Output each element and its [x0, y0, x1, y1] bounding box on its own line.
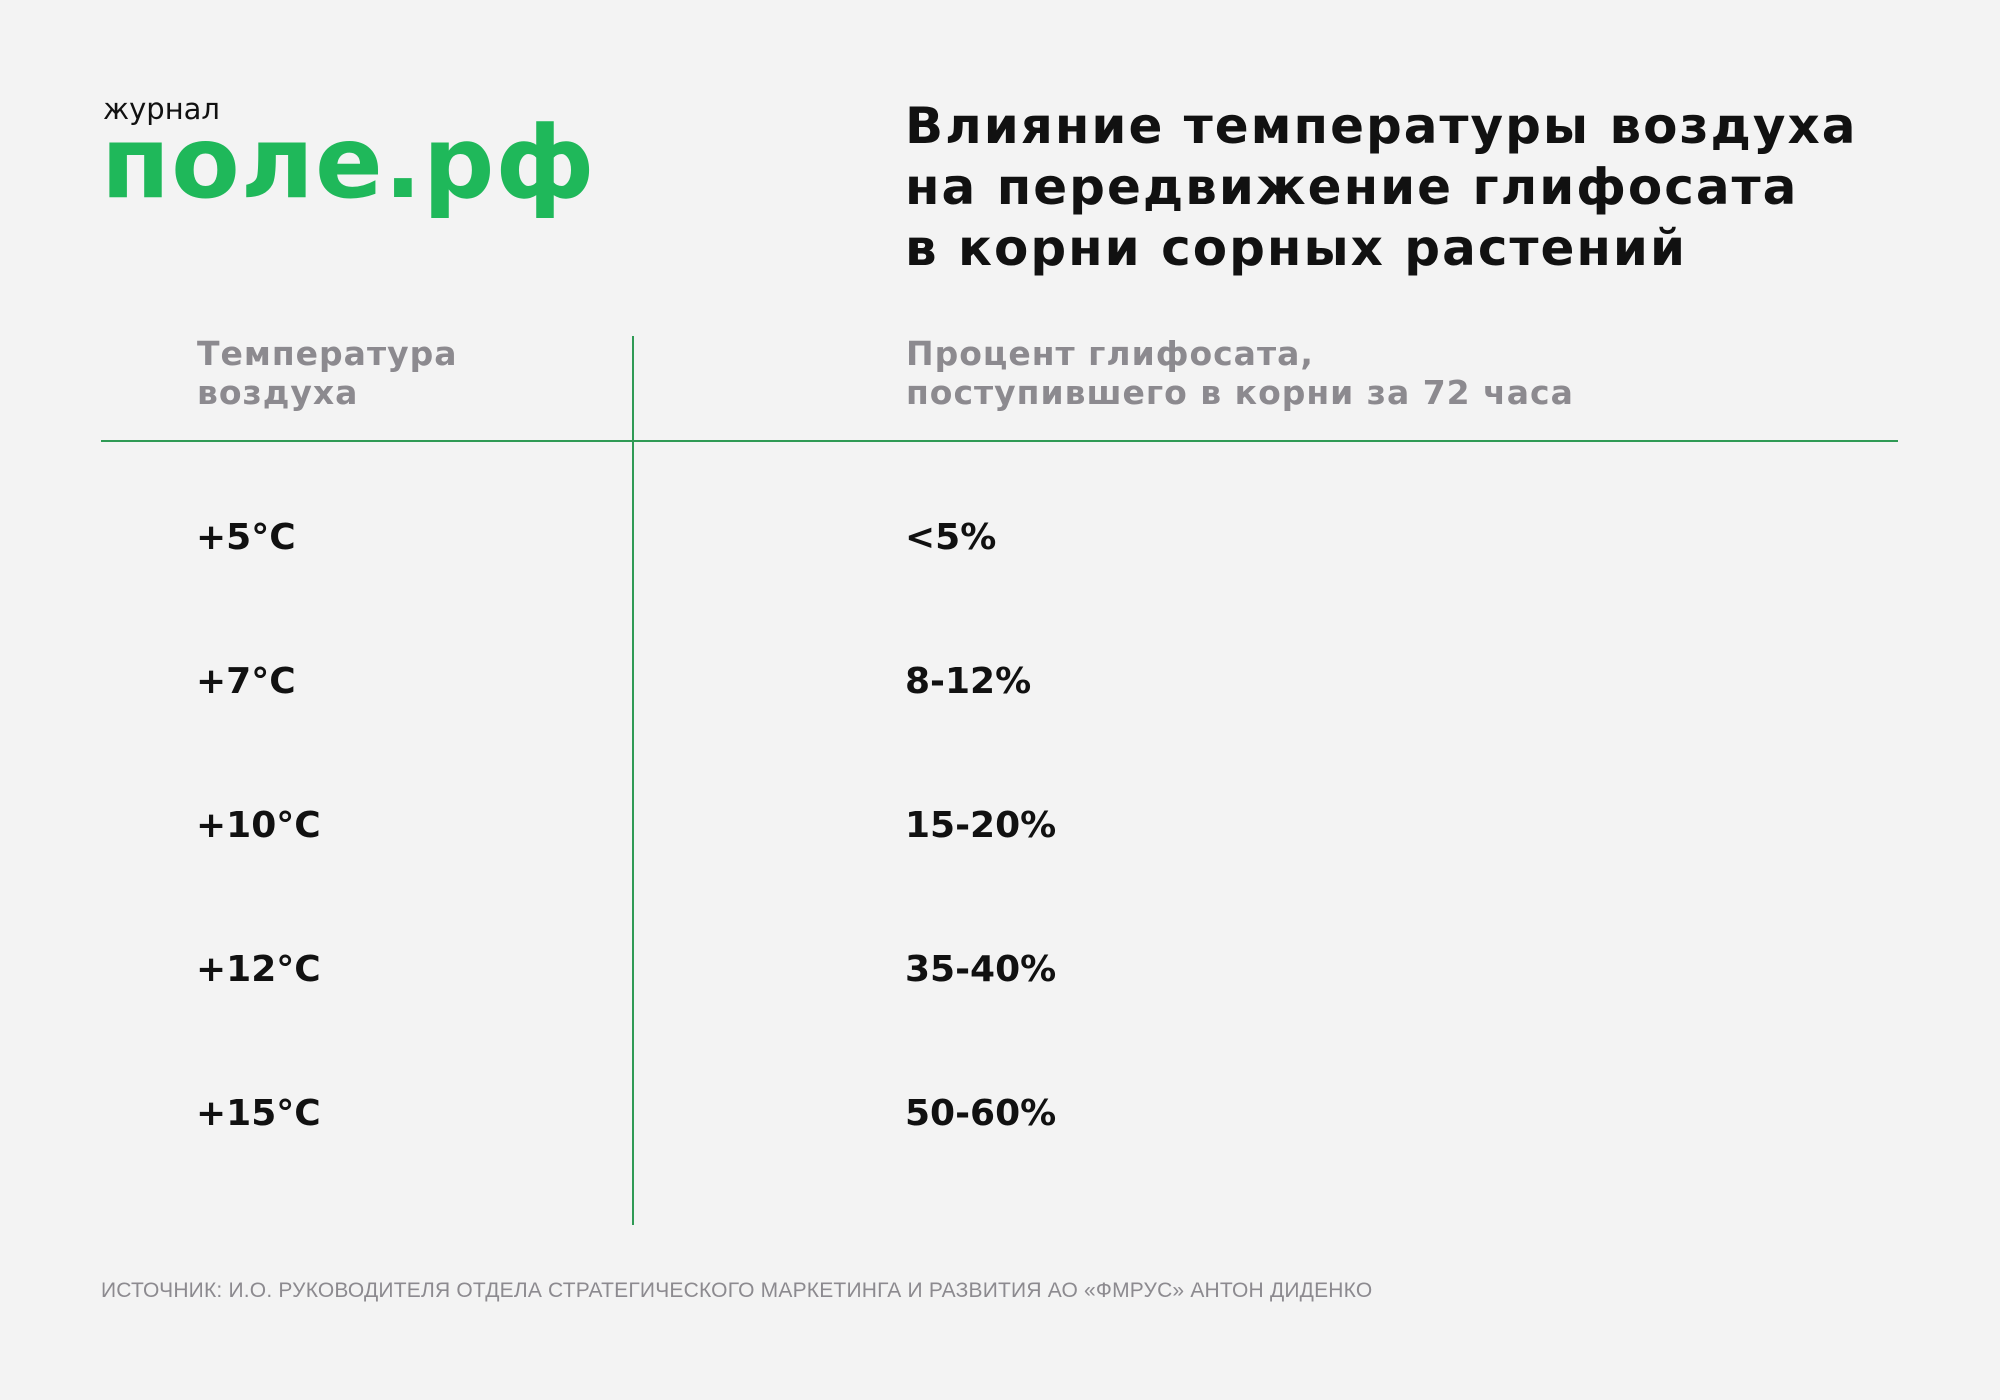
logo-wordmark: поле.рф: [101, 104, 596, 221]
column-divider: [632, 336, 634, 1225]
table-cell-temperature: +5°C: [196, 517, 296, 558]
table-cell-percent: 8-12%: [905, 661, 1032, 702]
chart-title-line-1: Влияние температуры воздуха: [905, 97, 1858, 155]
column-header-temperature: Температура воздуха: [197, 334, 457, 412]
logo-small-text: журнал: [103, 92, 220, 126]
column-header-temperature-line-2: воздуха: [197, 373, 359, 412]
source-note: ИСТОЧНИК: И.О. РУКОВОДИТЕЛЯ ОТДЕЛА СТРАТ…: [101, 1279, 1373, 1302]
table-cell-temperature: +12°C: [196, 949, 321, 990]
table-cell-percent: 35-40%: [905, 949, 1057, 990]
header-divider: [101, 440, 1898, 442]
chart-title: Влияние температуры воздуха на передвиже…: [905, 96, 1965, 279]
table-cell-percent: 50-60%: [905, 1093, 1057, 1134]
column-header-temperature-line-1: Температура: [197, 334, 458, 373]
table-cell-temperature: +10°C: [196, 805, 321, 846]
column-header-percent-line-2: поступившего в корни за 72 часа: [906, 373, 1574, 412]
column-header-percent: Процент глифосата, поступившего в корни …: [906, 334, 1574, 412]
table-cell-percent: <5%: [905, 517, 997, 558]
chart-title-line-2: на передвижение глифосата: [905, 158, 1799, 216]
table-cell-percent: 15-20%: [905, 805, 1057, 846]
table-cell-temperature: +7°C: [196, 661, 296, 702]
column-header-percent-line-1: Процент глифосата,: [906, 334, 1314, 373]
table-cell-temperature: +15°C: [196, 1093, 321, 1134]
chart-title-line-3: в корни сорных растений: [905, 219, 1687, 277]
